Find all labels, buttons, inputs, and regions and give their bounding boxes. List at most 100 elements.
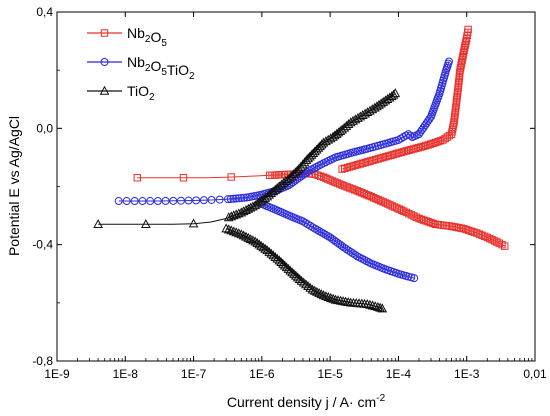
data-point (290, 270, 301, 280)
data-point (226, 195, 235, 204)
data-point (336, 180, 344, 188)
data-point (309, 285, 320, 295)
data-point (353, 187, 362, 195)
data-point (323, 232, 332, 241)
data-point (350, 114, 361, 124)
data-point (377, 154, 385, 162)
legend-label-subscript: 5 (161, 38, 167, 49)
data-point (367, 104, 378, 114)
data-point (146, 197, 155, 206)
data-point (406, 131, 415, 140)
data-point (338, 165, 346, 173)
data-point (314, 287, 324, 297)
data-point (326, 233, 335, 242)
data-point (336, 240, 345, 249)
x-axis-title-main: Current density j / A· cm (227, 394, 376, 410)
legend-label-text: O (150, 29, 161, 45)
legend-label-subscript: 5 (161, 67, 167, 78)
data-point (480, 232, 489, 241)
data-point (343, 183, 351, 191)
data-point (303, 167, 312, 176)
legend-label-subscript: 2 (149, 92, 155, 103)
data-point (310, 224, 319, 233)
data-point (272, 253, 283, 263)
data-point (297, 159, 308, 169)
data-point (169, 196, 178, 205)
data-point (379, 198, 387, 206)
data-point (238, 230, 249, 240)
data-point (342, 245, 351, 254)
data-point (365, 299, 375, 309)
data-point (223, 224, 234, 234)
data-point (299, 170, 308, 179)
data-point (192, 196, 201, 205)
data-point (387, 151, 395, 159)
data-point (329, 130, 340, 140)
data-point (467, 227, 476, 235)
data-point (345, 117, 356, 127)
data-point (392, 150, 400, 158)
data-point (328, 177, 337, 185)
data-point (344, 246, 353, 255)
legend-label-text: O (150, 58, 161, 74)
data-point (359, 159, 367, 167)
data-point (362, 107, 373, 117)
data-point (382, 152, 390, 161)
data-point (262, 245, 273, 255)
data-point (241, 231, 251, 241)
data-point (296, 275, 307, 285)
data-point (326, 176, 334, 184)
data-point (179, 174, 188, 182)
data-point (365, 105, 375, 115)
data-point (384, 92, 395, 102)
data-point (256, 195, 267, 205)
data-point (407, 211, 416, 219)
data-point (389, 150, 398, 159)
data-point (321, 291, 331, 301)
data-point (410, 212, 418, 220)
data-point (379, 153, 387, 162)
data-point (362, 299, 373, 308)
data-point (414, 144, 423, 152)
data-point (346, 247, 355, 256)
data-point (405, 209, 413, 218)
legend-entry-nb2o5: Nb2O5 (87, 25, 167, 49)
y-tick-label: -0,8 (32, 354, 53, 368)
data-point (412, 213, 421, 221)
data-point (374, 196, 383, 204)
data-point (276, 257, 286, 267)
legend-label-text: Nb (127, 25, 145, 41)
data-point (161, 196, 170, 205)
data-point (207, 195, 216, 204)
data-point (488, 236, 496, 244)
data-point (346, 184, 354, 192)
axis-ticks: 1E-9 1E-8 1E-7 1E-6 1E-5 1E-4 1E-3 0,01 0,4 0,0 -0… (32, 5, 547, 381)
data-point (279, 260, 290, 270)
data-point (308, 223, 317, 232)
data-point (250, 200, 261, 210)
data-point (318, 290, 329, 300)
data-point (419, 142, 427, 151)
data-point (316, 139, 327, 149)
data-point (234, 194, 243, 203)
data-point (351, 186, 359, 194)
data-point (409, 145, 418, 153)
data-point (358, 189, 366, 197)
data-point (444, 57, 453, 66)
data-point (373, 301, 383, 311)
data-point (332, 237, 341, 246)
x-tick-label: 1E-4 (386, 367, 412, 381)
legend-entry-tio2: TiO2 (87, 83, 155, 103)
data-point (328, 234, 337, 243)
data-point (254, 197, 265, 207)
legend-marker (100, 58, 109, 66)
data-point (360, 108, 370, 118)
series-line-nb2o5tio2 (261, 203, 415, 279)
data-point (357, 109, 368, 119)
data-point (351, 161, 359, 170)
data-point (422, 217, 430, 225)
data-point (287, 267, 297, 277)
data-point (348, 185, 356, 193)
data-point (226, 225, 237, 235)
